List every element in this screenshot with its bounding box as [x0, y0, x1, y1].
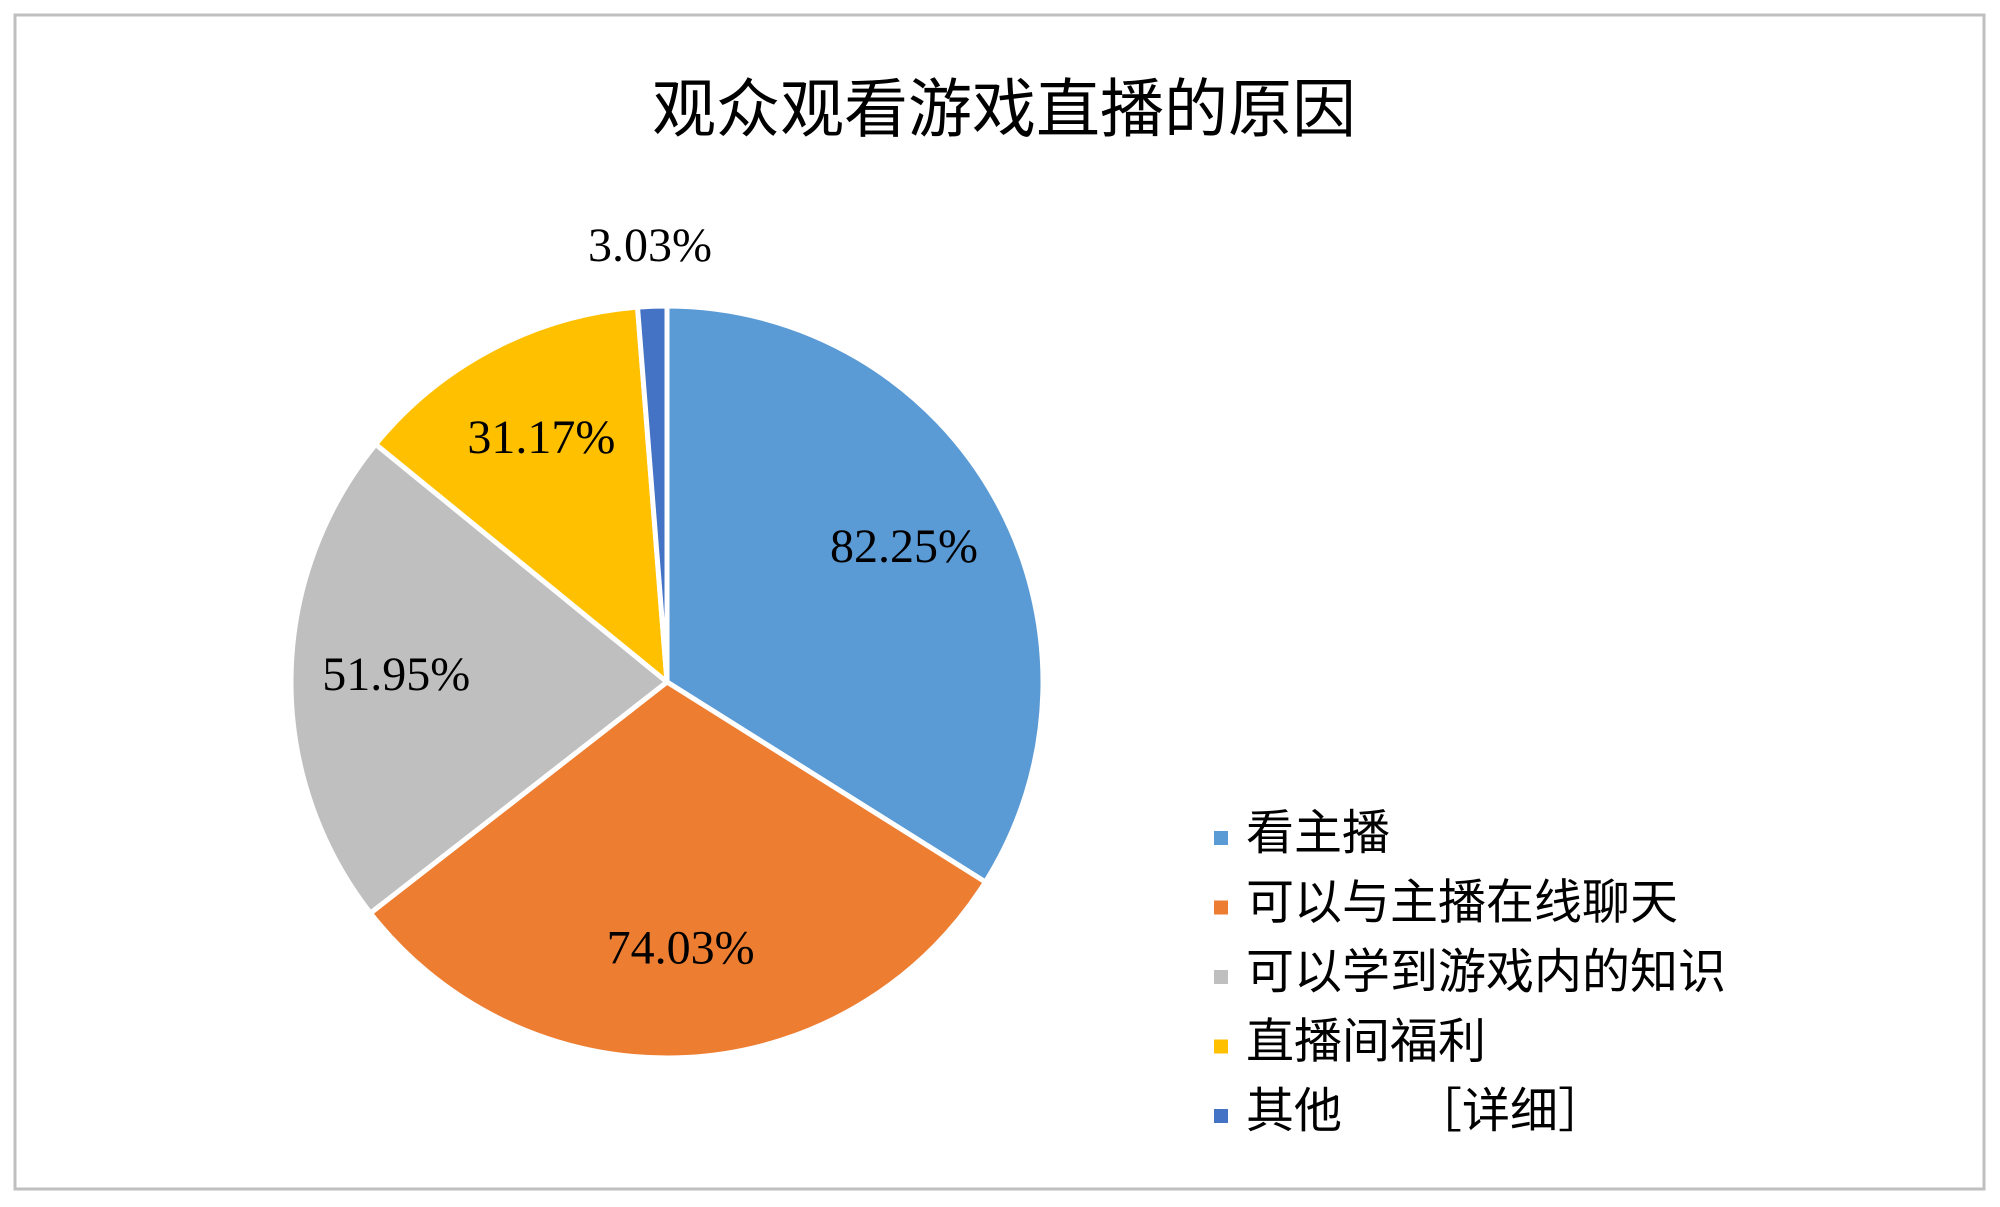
data-label: 3.03%	[588, 219, 712, 272]
chart-title: 观众观看游戏直播的原因	[652, 75, 1356, 146]
legend-marker	[1214, 900, 1228, 915]
data-label: 82.25%	[830, 520, 978, 573]
legend-label: 可以与主播在线聊天	[1246, 877, 1678, 930]
legend-label: 直播间福利	[1246, 1016, 1486, 1069]
pie-slice	[635, 303, 670, 685]
legend-marker	[1214, 970, 1228, 984]
data-label: 31.17%	[467, 411, 615, 464]
pie: 82.25% 74.03% 51.95% 31.17% 3.03%	[288, 219, 1046, 1061]
data-label: 74.03%	[607, 921, 755, 974]
legend-marker	[1214, 831, 1228, 845]
data-label: 51.95%	[322, 648, 470, 701]
pie-slice	[373, 304, 670, 685]
legend-label: 可以学到游戏内的知识	[1246, 946, 1726, 999]
pie-slice	[288, 441, 670, 916]
pie-slice	[664, 303, 1046, 885]
legend-label: 看主播	[1246, 807, 1390, 860]
legend-marker	[1214, 1109, 1228, 1123]
pie-slice	[367, 679, 988, 1061]
legend-label: 其他 ［详细］	[1246, 1085, 1606, 1138]
legend-marker	[1214, 1039, 1228, 1054]
